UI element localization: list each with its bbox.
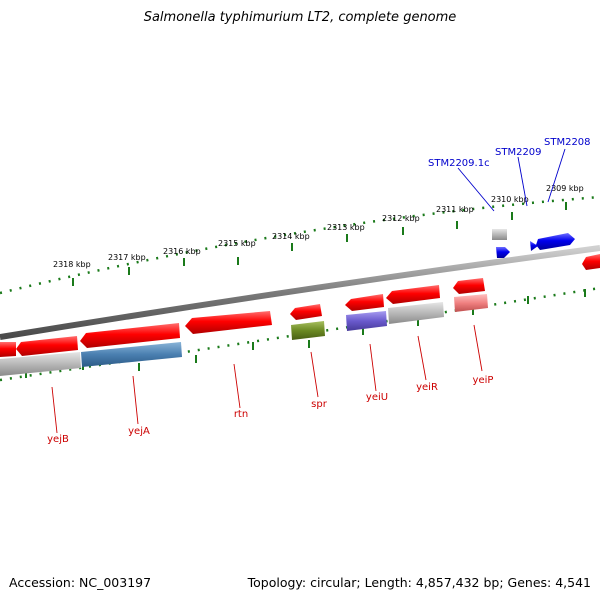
scale-label-2314: 2314 kbp	[272, 232, 310, 241]
gene-yeip	[453, 278, 485, 294]
scale-label-2313: 2313 kbp	[327, 223, 365, 232]
scale-label-2317: 2317 kbp	[108, 253, 146, 262]
blue-gene-labels: STM2208 STM2209 STM2209.1c	[428, 137, 591, 169]
forward-strand-genes	[492, 229, 600, 270]
reverse-strand-genes	[0, 278, 485, 357]
scale-label-2311: 2311 kbp	[436, 205, 474, 214]
gene-label-yeja: yejA	[128, 426, 150, 437]
gene-label-stm2209-1c: STM2209.1c	[428, 158, 490, 169]
gene-right-edge	[582, 254, 600, 270]
scale-labels: 2318 kbp 2317 kbp 2316 kbp 2315 kbp 2314…	[53, 184, 584, 269]
gene-stm2208	[536, 233, 575, 250]
blue-leader-lines	[457, 148, 566, 212]
outer-major-ticks	[72, 202, 567, 286]
gene-label-yeip: yeiP	[473, 375, 494, 386]
genome-summary-text: Topology: circular; Length: 4,857,432 bp…	[247, 575, 591, 590]
accession-text: Accession: NC_003197	[9, 575, 152, 590]
gene-label-yejb: yejB	[47, 434, 69, 445]
cog-yeiu	[346, 311, 387, 331]
scale-label-2316: 2316 kbp	[163, 247, 201, 256]
gene-label-rtn: rtn	[234, 409, 248, 420]
cog-blocks	[0, 294, 488, 376]
gene-yejb-left	[0, 342, 16, 357]
gene-yeir	[386, 285, 440, 304]
outer-scale-ring	[0, 195, 600, 295]
scale-label-2309: 2309 kbp	[546, 184, 584, 193]
gene-yeja	[80, 323, 180, 348]
cog-spr	[291, 321, 325, 340]
scale-label-2318: 2318 kbp	[53, 260, 91, 269]
gene-stm2209	[530, 241, 538, 251]
scale-label-2315: 2315 kbp	[218, 239, 256, 248]
gene-spr	[290, 304, 322, 320]
cog-yejb	[0, 352, 81, 376]
cog-yeir	[388, 302, 444, 324]
gene-label-yeiu: yeiU	[366, 392, 388, 403]
red-leader-lines	[51, 324, 483, 434]
scale-label-2312: 2312 kbp	[382, 214, 420, 223]
gene-label-stm2209: STM2209	[495, 147, 542, 158]
gene-label-yeir: yeiR	[416, 382, 438, 393]
genome-backbone	[0, 245, 600, 340]
scale-label-2310: 2310 kbp	[491, 195, 529, 204]
gene-label-spr: spr	[311, 399, 328, 410]
cog-yeip	[454, 294, 488, 312]
cog-yeja	[81, 342, 182, 367]
gene-rtn	[185, 311, 272, 334]
gene-stm2209-1c	[496, 247, 510, 258]
gene-yeiu	[345, 294, 384, 311]
gene-yejb	[16, 336, 78, 356]
gene-stm2209-1c-cog	[492, 229, 507, 240]
map-title: Salmonella typhimurium LT2, complete gen…	[143, 10, 457, 25]
gene-label-stm2208: STM2208	[544, 137, 591, 148]
red-gene-labels: yejB yejA rtn spr yeiU yeiR yeiP	[47, 375, 493, 445]
